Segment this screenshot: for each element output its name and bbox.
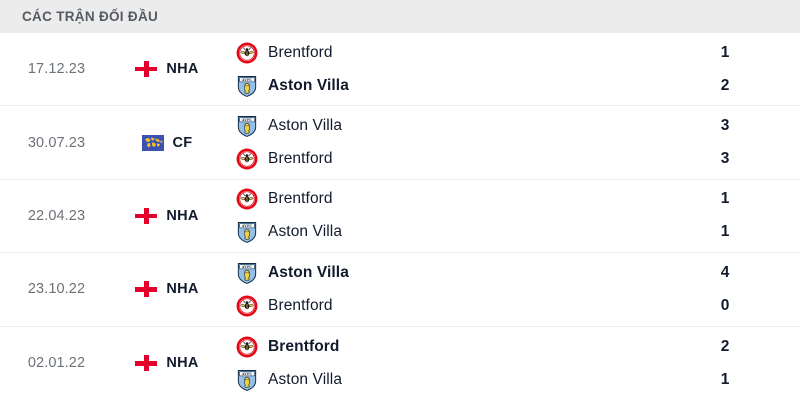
away-score: 1 [720,223,730,241]
aston-villa-crest-icon: AVFC [237,116,257,138]
away-team-name: Aston Villa [268,76,349,94]
aston-villa-crest-icon: AVFC [237,369,257,391]
competition-label: NHA [166,355,199,372]
world-flag-icon [141,134,164,151]
home-team-name: Brentford [268,337,340,355]
away-team-name: Brentford [268,150,333,168]
home-score: 3 [720,117,730,135]
aston-villa-crest-icon: AVFC [237,262,257,284]
home-team[interactable]: AVFC Aston Villa [236,261,650,285]
away-team-name: Aston Villa [268,370,343,388]
svg-text:AVFC: AVFC [241,265,253,269]
match-date: 22.04.23 [27,207,86,224]
brentford-crest-icon [236,189,258,210]
england-flag-icon [135,355,158,372]
home-team[interactable]: Brentford [236,335,650,359]
svg-text:AVFC: AVFC [241,78,253,82]
competition-cell[interactable]: NHA [113,61,221,78]
home-score: 1 [720,43,730,61]
home-score: 2 [720,337,730,355]
widget-header: CÁC TRẬN ĐỐI ĐẦU [0,0,800,33]
home-team-name: Brentford [268,43,333,61]
away-team[interactable]: AVFC Aston Villa [236,74,650,98]
match-date: 23.10.22 [27,281,86,298]
home-team[interactable]: Brentford [236,41,650,65]
away-team[interactable]: Brentford [236,147,650,171]
teams-cell: Brentford AVFC Aston Villa [221,187,650,244]
away-score: 1 [720,370,730,388]
competition-cell[interactable]: NHA [113,355,221,372]
brentford-crest-icon [236,148,258,170]
match-row[interactable]: 23.10.22 NHA AVFC Aston Villa Brentford 4 0 [0,253,800,327]
match-row[interactable]: 17.12.23 NHA Brentford AVFC Aston Villa 1 2 [0,33,800,107]
svg-text:AVFC: AVFC [241,225,253,229]
england-flag-icon [135,61,158,78]
match-row[interactable]: 02.01.22 NHA Brentford AVFC Aston Villa 2 1 [0,326,800,400]
teams-cell: Brentford AVFC Aston Villa [221,41,650,98]
match-date: 17.12.23 [27,61,86,78]
away-team-name: Aston Villa [268,223,343,241]
away-team[interactable]: AVFC Aston Villa [236,368,650,392]
brentford-crest-icon [236,295,258,317]
away-team[interactable]: AVFC Aston Villa [236,220,650,244]
competition-label: NHA [166,207,199,224]
aston-villa-crest-icon: AVFC [237,222,257,244]
england-flag-icon [135,281,158,298]
away-score: 2 [720,76,730,94]
aston-villa-crest-icon: AVFC [237,75,257,97]
home-team[interactable]: Brentford [236,187,650,211]
england-flag-icon [135,207,158,224]
match-date: 02.01.22 [27,355,86,372]
away-team-name: Brentford [268,296,333,314]
home-score: 4 [720,263,730,281]
competition-cell[interactable]: NHA [113,281,221,298]
teams-cell: Brentford AVFC Aston Villa [221,335,650,392]
home-team-name: Aston Villa [268,263,349,281]
match-list: 17.12.23 NHA Brentford AVFC Aston Villa 1 2… [0,33,800,400]
brentford-crest-icon [236,336,258,358]
svg-text:AVFC: AVFC [241,372,253,376]
svg-text:AVFC: AVFC [241,118,253,122]
competition-label: NHA [166,281,199,298]
competition-label: NHA [166,61,199,78]
page-title: CÁC TRẬN ĐỐI ĐẦU [22,9,159,24]
home-team-name: Aston Villa [268,117,343,135]
match-row[interactable]: 22.04.23 NHA Brentford AVFC Aston Villa 1 1 [0,179,800,254]
home-score: 1 [720,190,730,208]
match-row[interactable]: 30.07.23 CF AVFC Aston Villa Brentford 3 3 [0,106,800,180]
competition-cell[interactable]: NHA [113,207,221,224]
away-score: 3 [720,150,730,168]
competition-label: CF [172,134,193,151]
match-date: 30.07.23 [27,134,86,151]
competition-cell[interactable]: CF [113,134,221,151]
brentford-crest-icon [236,42,258,64]
home-team-name: Brentford [268,190,333,208]
teams-cell: AVFC Aston Villa Brentford [221,114,650,171]
away-score: 0 [720,296,730,314]
away-team[interactable]: Brentford [236,294,650,318]
home-team[interactable]: AVFC Aston Villa [236,114,650,138]
teams-cell: AVFC Aston Villa Brentford [221,261,650,318]
